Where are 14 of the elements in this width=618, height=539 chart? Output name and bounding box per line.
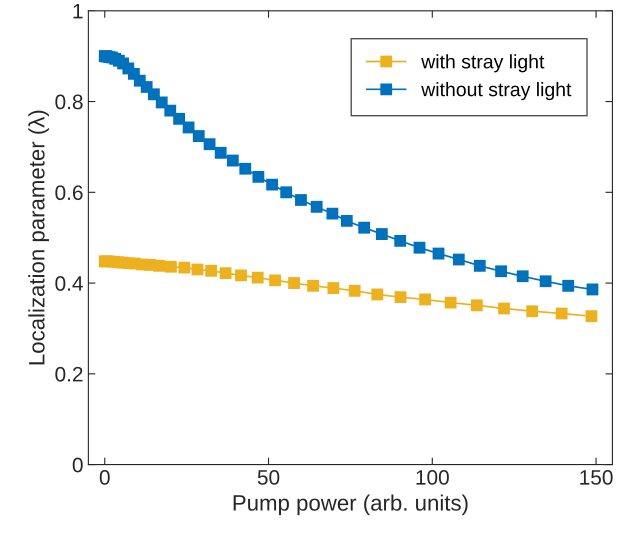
y-tick-label: 0.4 [55,276,83,291]
y-tick-label: 0.6 [55,185,83,200]
y-tick-label: 0.8 [55,94,83,110]
legend-label: with stray light [421,54,544,72]
legend-label: without stray light [421,82,572,100]
x-tick-label: 100 [416,470,449,485]
x-tick-label: 50 [258,470,280,485]
y-tick-label: 0 [72,458,83,472]
x-tick-label: 150 [580,470,613,485]
y-axis-title: Localization parameter (λ) [28,110,49,364]
x-tick-label: 0 [100,470,110,485]
y-tick-label: 0.2 [55,366,82,382]
y-tick-label: 1 [74,4,82,18]
x-axis-title: Pump power (arb. units) [234,494,468,516]
